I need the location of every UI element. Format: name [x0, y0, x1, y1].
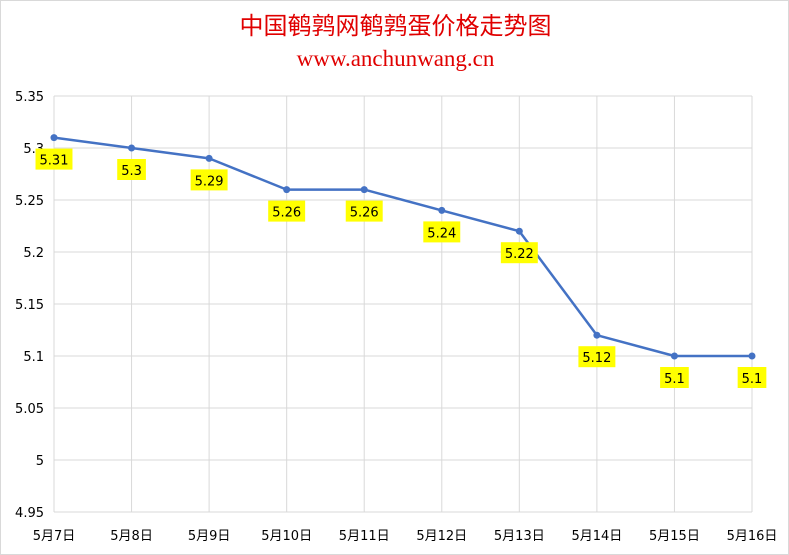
data-label: 5.24 [423, 221, 461, 243]
data-label-text: 5.1 [664, 372, 685, 387]
x-tick-label: 5月12日 [416, 529, 467, 544]
gridlines [53, 95, 753, 513]
data-labels: 5.31 5.3 5.29 5.26 5.26 5.24 5.22 5.12 5.1 5.1 [35, 148, 767, 388]
data-label: 5.22 [500, 242, 538, 264]
y-tick-label: 5.35 [15, 90, 44, 105]
data-label-bg [578, 346, 616, 368]
data-point [438, 206, 446, 214]
x-tick-label: 5月7日 [33, 529, 76, 544]
data-label-bg [345, 200, 383, 222]
data-label-text: 5.26 [350, 206, 379, 221]
y-tick-label: 5.05 [15, 402, 44, 417]
data-label-text: 5.12 [582, 351, 611, 366]
data-point [515, 227, 523, 235]
y-tick-label: 5 [36, 454, 44, 469]
data-label: 5.1 [660, 367, 689, 388]
x-tick-label: 5月11日 [339, 529, 390, 544]
data-label-bg [500, 242, 538, 264]
x-tick-label: 5月15日 [649, 529, 700, 544]
data-point [205, 154, 213, 162]
data-label-text: 5.3 [121, 164, 142, 179]
chart-title: 中国鹌鹑网鹌鹑蛋价格走势图 [239, 12, 552, 40]
data-label: 5.26 [345, 200, 383, 222]
chart-subtitle: www.anchunwang.cn [296, 46, 495, 71]
x-tick-label: 5月16日 [727, 529, 778, 544]
x-tick-label: 5月8日 [110, 529, 153, 544]
y-tick-label: 5.25 [15, 194, 44, 209]
data-label-text: 5.31 [40, 154, 69, 169]
data-label-bg [660, 367, 689, 388]
data-label-bg [190, 169, 228, 191]
x-tick-label: 5月10日 [261, 529, 312, 544]
data-point [50, 134, 58, 142]
data-point [670, 352, 678, 360]
data-label: 5.29 [190, 169, 228, 191]
data-point [748, 352, 756, 360]
data-label-text: 5.26 [272, 206, 301, 221]
y-tick-label: 4.95 [15, 506, 44, 521]
data-label-bg [737, 367, 767, 388]
data-label-bg [35, 148, 73, 170]
y-tick-label: 5.1 [23, 350, 44, 365]
data-label-bg [117, 159, 146, 180]
data-label-text: 5.24 [427, 226, 456, 241]
data-label-text: 5.1 [742, 372, 763, 387]
data-label-bg [423, 221, 461, 243]
data-label: 5.26 [268, 200, 306, 222]
data-point [283, 186, 291, 194]
y-tick-label: 5.2 [23, 246, 44, 261]
series-line [53, 136, 752, 358]
data-point [593, 331, 601, 339]
data-point [360, 186, 368, 194]
data-label-bg [268, 200, 306, 222]
data-label-text: 5.22 [505, 247, 534, 262]
price-series [50, 134, 756, 360]
y-tick-label: 5.15 [15, 298, 44, 313]
x-axis: 5月7日 5月8日 5月9日 5月10日 5月11日 5月12日 5月13日 5月14日 5月1… [33, 529, 778, 544]
x-tick-label: 5月13日 [494, 529, 545, 544]
data-label: 5.12 [578, 346, 616, 368]
x-tick-label: 5月14日 [571, 529, 622, 544]
data-point [128, 144, 136, 152]
data-label: 5.1 [737, 367, 767, 388]
data-label: 5.3 [117, 159, 146, 180]
x-tick-label: 5月9日 [188, 529, 231, 544]
data-label-text: 5.29 [195, 174, 224, 189]
data-label: 5.31 [35, 148, 73, 170]
